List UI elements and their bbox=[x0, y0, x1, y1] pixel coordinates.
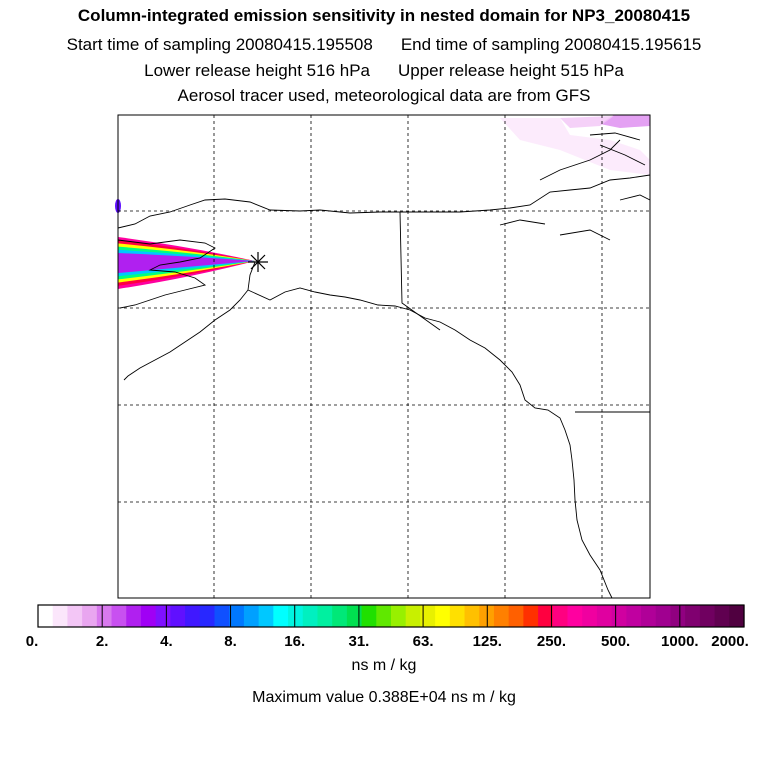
lower-release-height: Lower release height 516 hPa bbox=[144, 61, 370, 80]
colorbar-tick-label: 2000. bbox=[711, 633, 749, 650]
start-time: Start time of sampling 20080415.195508 bbox=[66, 35, 373, 54]
colorbar-tick-label: 500. bbox=[601, 633, 631, 650]
colorbar-cell bbox=[126, 605, 142, 627]
release-location-marker bbox=[248, 252, 268, 272]
alaska-north-coast bbox=[117, 174, 651, 229]
colorbar-tick-label: 1000. bbox=[661, 633, 699, 650]
colorbar-tick-label: 0. bbox=[25, 633, 39, 650]
colorbar-cell bbox=[464, 605, 480, 627]
emission-plume bbox=[118, 237, 255, 289]
upper-release-height: Upper release height 515 hPa bbox=[398, 61, 624, 80]
colorbar-cell bbox=[214, 605, 230, 627]
sensitivity-patch bbox=[500, 118, 650, 175]
colorbar-tick-label: 63. bbox=[412, 633, 434, 650]
colorbar-cell bbox=[288, 605, 304, 627]
colorbar-cell bbox=[140, 605, 157, 627]
colorbar-cell bbox=[449, 605, 466, 627]
colorbar-cell bbox=[611, 605, 627, 627]
colorbar-cell bbox=[552, 605, 569, 627]
colorbar-unit: ns m / kg bbox=[351, 657, 417, 674]
tracer-note: Aerosol tracer used, meteorological data… bbox=[177, 86, 591, 105]
colorbar-cell bbox=[493, 605, 510, 627]
colorbar-cell bbox=[670, 605, 686, 627]
colorbar-cell bbox=[376, 605, 392, 627]
colorbar-cell bbox=[582, 605, 598, 627]
colorbar-cell bbox=[699, 605, 716, 627]
colorbar-cell bbox=[405, 605, 422, 627]
colorbar-cell bbox=[258, 605, 274, 627]
colorbar-cell bbox=[729, 605, 745, 627]
colorbar-cell bbox=[96, 605, 113, 627]
colorbar-cells bbox=[38, 605, 745, 627]
colorbar-frame bbox=[37, 604, 745, 628]
colorbar-cell bbox=[685, 605, 701, 627]
colorbar-cell bbox=[111, 605, 127, 627]
colorbar-cell bbox=[185, 605, 201, 627]
sensitivity-patch bbox=[560, 116, 614, 128]
colorbar-cell bbox=[199, 605, 216, 627]
colorbar-cell bbox=[82, 605, 98, 627]
colorbar-tick-label: 31. bbox=[348, 633, 370, 650]
colorbar-cell bbox=[170, 605, 186, 627]
colorbar-cell bbox=[508, 605, 524, 627]
colorbar-cell bbox=[52, 605, 69, 627]
sampling-time-line: Start time of sampling 20080415.195508 En… bbox=[0, 35, 768, 55]
colorbar-tick-label: 2. bbox=[95, 633, 109, 650]
colorbar-tick-label: 125. bbox=[472, 633, 502, 650]
colorbar-cell bbox=[391, 605, 407, 627]
end-time: End time of sampling 20080415.195615 bbox=[400, 35, 702, 54]
colorbar-cell bbox=[332, 605, 348, 627]
colorbar-cell bbox=[346, 605, 363, 627]
colorbar-cell bbox=[641, 605, 657, 627]
colorbar-cell bbox=[38, 605, 54, 627]
colorbar-cell bbox=[317, 605, 333, 627]
colorbar-cell bbox=[655, 605, 672, 627]
colorbar-cell bbox=[67, 605, 83, 627]
colorbar-cell bbox=[626, 605, 642, 627]
alaska-west-coast bbox=[117, 239, 216, 309]
colorbar-cell bbox=[538, 605, 554, 627]
arctic-islands bbox=[499, 132, 651, 241]
colorbar-cell bbox=[596, 605, 613, 627]
colorbar-cell bbox=[523, 605, 539, 627]
colorbar-cell bbox=[420, 605, 436, 627]
colorbar-tick-label: 8. bbox=[224, 633, 237, 650]
plume-band bbox=[118, 253, 255, 273]
colorbar-cell bbox=[361, 605, 377, 627]
coastlines bbox=[117, 132, 651, 599]
release-height-line: Lower release height 516 hPa Upper releas… bbox=[0, 61, 768, 81]
sensitivity-patch bbox=[600, 115, 650, 128]
colorbar-cell bbox=[714, 605, 730, 627]
graticule bbox=[118, 115, 650, 598]
colorbar-cell bbox=[155, 605, 171, 627]
colorbar-tick-label: 16. bbox=[284, 633, 306, 650]
colorbar-dividers bbox=[101, 605, 681, 627]
map-title: Column-integrated emission sensitivity i… bbox=[77, 6, 691, 25]
colorbar-tick-label: 250. bbox=[536, 633, 567, 650]
cook-inlet-coast bbox=[247, 287, 613, 599]
colorbar-cell bbox=[273, 605, 289, 627]
map-frame bbox=[117, 114, 651, 599]
colorbar-tick-label: 4. bbox=[160, 633, 173, 650]
colorbar-cell bbox=[567, 605, 583, 627]
canada-border bbox=[399, 211, 441, 331]
colorbar-cell bbox=[243, 605, 260, 627]
colorbar-cell bbox=[435, 605, 451, 627]
hudson-bay-arm bbox=[539, 139, 646, 181]
colorbar-cell bbox=[229, 605, 245, 627]
maximum-value: Maximum value 0.388E+04 ns m / kg bbox=[252, 689, 516, 706]
colorbar-cell bbox=[302, 605, 319, 627]
sensitivity-field bbox=[115, 115, 650, 289]
